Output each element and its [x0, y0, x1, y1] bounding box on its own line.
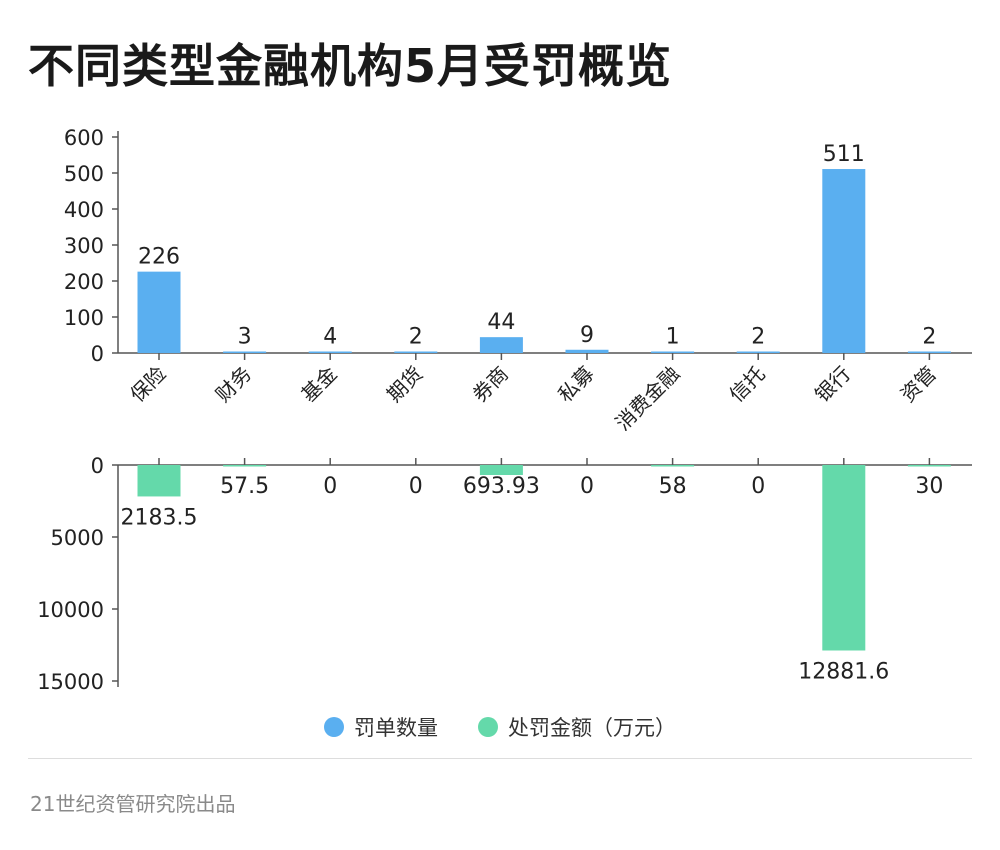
- top-y-tick-label: 600: [64, 126, 104, 150]
- bar-amount-0: [137, 465, 181, 497]
- data-label-amount-1: 57.5: [220, 474, 269, 499]
- top-y-tick-label: 0: [91, 342, 104, 366]
- page-title: 不同类型金融机构5月受罚概览: [28, 39, 673, 93]
- bar-amount-8: [822, 465, 866, 651]
- bar-count-8: [822, 169, 866, 353]
- top-y-tick-label: 200: [64, 270, 104, 294]
- bar-amount-9: [907, 465, 951, 467]
- top-y-tick-label: 100: [64, 306, 104, 330]
- bar-count-6: [651, 351, 695, 353]
- data-label-amount-3: 0: [409, 474, 423, 499]
- legend: 罚单数量 处罚金额（万元）: [0, 712, 1000, 742]
- x-category-label-0: 保险: [125, 362, 170, 407]
- data-label-amount-4: 693.93: [463, 474, 540, 499]
- data-label-count-1: 3: [238, 325, 252, 350]
- top-y-tick-label: 500: [64, 162, 104, 186]
- data-label-amount-5: 0: [580, 474, 594, 499]
- data-label-count-2: 4: [323, 325, 337, 350]
- legend-label-count: 罚单数量: [354, 716, 438, 740]
- bar-count-9: [907, 351, 951, 353]
- x-category-label-9: 资管: [896, 362, 941, 407]
- bar-count-4: [479, 337, 523, 353]
- bar-count-5: [565, 349, 609, 353]
- x-category-label-7: 信托: [724, 362, 769, 407]
- bottom-y-tick-label: 10000: [37, 598, 104, 622]
- data-label-count-6: 1: [666, 325, 680, 350]
- legend-marker-amount: [478, 717, 498, 737]
- chart: 0100200300400500600050001000015000226保险2…: [37, 126, 972, 694]
- data-label-count-0: 226: [138, 245, 180, 270]
- legend-marker-count: [324, 717, 344, 737]
- bar-amount-1: [223, 465, 267, 467]
- x-category-label-6: 消费金融: [611, 362, 685, 436]
- bar-amount-6: [651, 465, 695, 467]
- top-y-tick-label: 400: [64, 198, 104, 222]
- legend-label-amount: 处罚金额（万元）: [508, 716, 676, 740]
- legend-item-amount[interactable]: 处罚金额（万元）: [478, 712, 676, 742]
- data-label-count-9: 2: [922, 325, 936, 350]
- x-category-label-1: 财务: [211, 362, 256, 407]
- data-label-amount-7: 0: [751, 474, 765, 499]
- data-label-count-5: 9: [580, 323, 594, 348]
- data-label-amount-2: 0: [323, 474, 337, 499]
- bar-count-1: [223, 351, 267, 353]
- bottom-y-tick-label: 5000: [51, 526, 104, 550]
- data-label-count-7: 2: [751, 325, 765, 350]
- data-label-amount-6: 58: [659, 474, 687, 499]
- data-label-amount-9: 30: [915, 474, 943, 499]
- data-label-count-3: 2: [409, 325, 423, 350]
- bar-count-2: [308, 351, 352, 353]
- data-label-amount-0: 2183.5: [121, 505, 198, 530]
- x-category-label-5: 私募: [553, 362, 598, 407]
- bottom-y-tick-label: 15000: [37, 670, 104, 694]
- x-category-label-3: 期货: [382, 362, 427, 407]
- x-category-label-2: 基金: [296, 362, 341, 407]
- data-label-count-8: 511: [823, 142, 865, 167]
- bar-amount-4: [479, 465, 523, 475]
- legend-item-count[interactable]: 罚单数量: [324, 712, 438, 742]
- bottom-y-tick-label: 0: [91, 454, 104, 478]
- footer-credit: 21世纪资管研究院出品: [30, 792, 236, 816]
- data-label-count-4: 44: [487, 310, 515, 335]
- x-category-label-4: 券商: [468, 362, 513, 407]
- bar-count-3: [394, 351, 438, 353]
- bar-count-0: [137, 271, 181, 353]
- x-category-label-8: 银行: [810, 362, 855, 407]
- data-label-amount-8: 12881.6: [798, 659, 889, 684]
- bar-count-7: [736, 351, 780, 353]
- divider: [28, 758, 972, 759]
- top-y-tick-label: 300: [64, 234, 104, 258]
